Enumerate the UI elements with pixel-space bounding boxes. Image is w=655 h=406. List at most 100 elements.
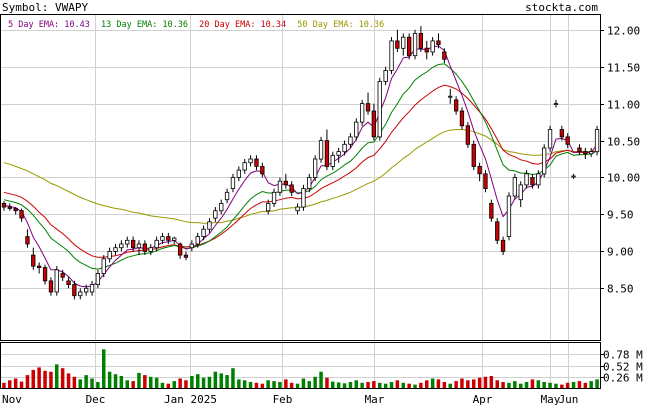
ema50-line	[3, 129, 598, 224]
volume-bar	[254, 382, 259, 388]
candle-body	[13, 208, 18, 212]
candle	[60, 269, 65, 281]
candle-body	[553, 103, 559, 105]
volume-bar	[272, 381, 276, 388]
candle-body	[354, 121, 359, 138]
date-tick-label: Mar	[365, 393, 385, 406]
candle-body	[248, 158, 253, 164]
candle	[424, 40, 429, 60]
candle	[559, 125, 564, 141]
candle-body	[448, 95, 453, 98]
candle	[265, 199, 271, 215]
candle	[377, 77, 382, 141]
candle-body	[31, 254, 36, 267]
candle	[524, 170, 529, 189]
candle	[553, 99, 559, 108]
candle	[172, 236, 177, 244]
volume-bar	[31, 369, 35, 388]
volume-bar	[237, 379, 241, 388]
legend-ema50: 50 Day EMA: 10.36	[297, 20, 384, 30]
volume-bar	[472, 379, 476, 388]
candle-body	[213, 210, 218, 219]
candle	[571, 173, 576, 179]
candle-body	[377, 81, 382, 138]
candle-body	[154, 239, 159, 249]
volume-bar	[448, 383, 452, 388]
candle	[101, 255, 106, 278]
price-axis: 12.00 11.50 11.00 10.50 10.00 9.50 9.00 8.50	[600, 25, 640, 296]
candle	[13, 207, 18, 215]
volume-bar	[554, 383, 558, 388]
candle	[383, 66, 388, 86]
candle	[594, 125, 600, 156]
candle-body	[84, 287, 89, 293]
volume-bar	[378, 382, 382, 388]
volume-bar	[213, 371, 218, 388]
candle-body	[500, 239, 506, 252]
candle-body	[442, 51, 447, 60]
volume-bar	[55, 364, 59, 388]
volume-bar	[425, 380, 429, 388]
volume-bar	[66, 373, 71, 388]
candle	[395, 29, 400, 52]
symbol-label: Symbol: VWAPY	[2, 1, 88, 14]
candle	[371, 103, 377, 141]
volume-bar	[595, 379, 599, 388]
candle-body	[583, 151, 588, 155]
candle-body	[383, 70, 388, 82]
candle	[230, 173, 236, 193]
candle	[248, 155, 253, 167]
date-tick-label: Jan 2025	[164, 393, 217, 406]
candle-body	[530, 177, 535, 186]
candle-body	[271, 191, 277, 204]
volume-bar	[372, 381, 376, 388]
candle	[465, 122, 471, 148]
volume-bar	[307, 381, 311, 388]
volume-bar	[454, 381, 458, 388]
brand-label: stockta.com	[525, 1, 598, 14]
candle-body	[119, 243, 124, 249]
volume-bar	[184, 380, 188, 388]
volume-bar	[519, 383, 523, 388]
volume-bar	[436, 379, 441, 388]
candle-body	[412, 33, 418, 57]
volume-bar	[360, 382, 364, 388]
price-tick-label: 11.00	[607, 99, 640, 112]
candle	[148, 243, 153, 256]
candle-body	[506, 195, 512, 237]
candle	[318, 136, 324, 163]
volume-bar	[366, 382, 370, 388]
volume-bar	[313, 376, 317, 388]
candle	[119, 240, 124, 252]
candle-body	[336, 151, 341, 156]
date-tick-label: Feb	[273, 393, 293, 406]
candle	[500, 236, 506, 256]
volume-bar	[119, 376, 124, 388]
volume-bar	[113, 374, 118, 388]
volume-bar	[102, 349, 106, 388]
candle	[389, 37, 394, 75]
candle-body	[594, 129, 600, 153]
volume-bar	[78, 379, 82, 388]
candle	[95, 269, 100, 289]
volume-bar	[336, 382, 341, 388]
candle-body	[1, 202, 7, 208]
volume-bar	[90, 378, 94, 388]
candle	[589, 147, 594, 157]
candle-body	[401, 36, 406, 49]
candle-body	[436, 40, 441, 46]
candle	[565, 133, 570, 148]
volume-bar	[289, 382, 294, 388]
candle-body	[424, 47, 429, 53]
candle-body	[78, 291, 83, 297]
volume-bar	[49, 371, 53, 388]
candle-body	[207, 221, 212, 230]
candle-body	[330, 154, 335, 167]
candle-body	[301, 188, 306, 208]
candle	[577, 144, 582, 156]
volume-bar	[483, 376, 488, 388]
volume-bar	[495, 380, 499, 388]
candle	[312, 155, 318, 182]
candle	[183, 251, 189, 261]
